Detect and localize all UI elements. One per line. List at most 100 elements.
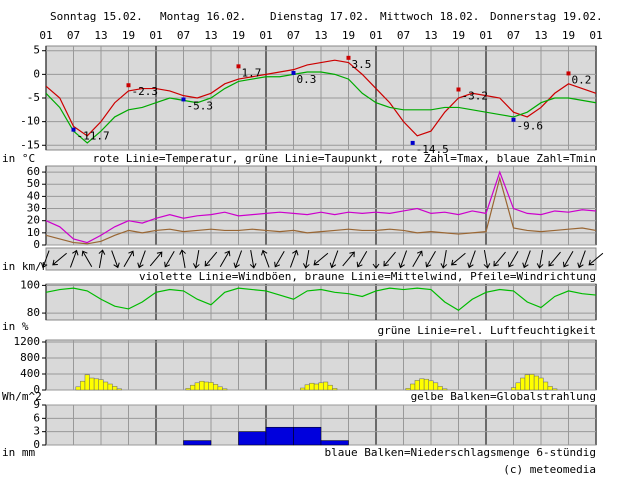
tmin-marker [71, 127, 76, 132]
tmin-marker [181, 97, 186, 102]
arrow-shape [313, 252, 329, 266]
x-tick-label: 19 [452, 29, 465, 42]
arrow-shape [260, 249, 270, 268]
wind-arrow [536, 250, 544, 269]
bar [194, 382, 200, 391]
arrow-shape [493, 251, 506, 267]
tmin-label: 0.3 [297, 73, 317, 86]
x-tick-label: 01 [369, 29, 382, 42]
wind-arrow [260, 249, 270, 268]
arrow-shape [450, 252, 466, 266]
y-tick-label: 50 [27, 177, 40, 190]
bar [199, 380, 205, 391]
bar [213, 384, 219, 391]
arrow-shape [383, 251, 396, 267]
wind-arrow [450, 252, 466, 266]
bar [313, 383, 319, 391]
bar [217, 386, 223, 391]
tmax-marker [346, 55, 351, 60]
bar [304, 384, 310, 391]
bar [414, 380, 420, 391]
wind-arrow [342, 251, 355, 267]
wind-arrow [507, 250, 519, 268]
y-tick-label: 0 [33, 67, 40, 80]
wind-arrow [98, 249, 106, 268]
arrow-shape [372, 250, 380, 269]
arrow-shape [562, 250, 574, 268]
bar [323, 381, 329, 391]
tmax-label: 1.7 [242, 66, 262, 79]
day-label: Donnerstag 19.02. [490, 10, 603, 23]
wind-arrow [149, 251, 163, 267]
bar [190, 384, 196, 391]
bar [84, 374, 90, 391]
x-tick-label: 01 [479, 29, 492, 42]
bar [185, 388, 191, 391]
arrow-shape [522, 250, 531, 269]
tmin-label: -14.5 [416, 143, 449, 156]
x-tick-label: 07 [507, 29, 520, 42]
wind-arrow [123, 250, 135, 268]
y-tick-label: 20 [27, 214, 40, 227]
unit-label: in °C [2, 152, 35, 165]
x-tick-label: 19 [342, 29, 355, 42]
x-tick-label: 19 [562, 29, 575, 42]
x-tick-label: 01 [149, 29, 162, 42]
wind-arrow [577, 250, 586, 269]
bar [332, 388, 338, 391]
data-line [45, 170, 597, 244]
y-tick-label: 80 [27, 306, 40, 319]
arrow-shape [289, 249, 299, 268]
arrow-shape [204, 251, 218, 267]
wind-arrow [483, 250, 491, 269]
data-line [45, 287, 597, 312]
unit-label: in % [2, 320, 29, 333]
arrow-shape [81, 250, 93, 268]
bar [107, 383, 113, 391]
bar [112, 386, 118, 391]
arrow-shape [233, 250, 243, 269]
bar [89, 377, 95, 391]
bar [98, 379, 104, 391]
tmin-label: -9.6 [517, 120, 544, 133]
y-tick-label: 400 [20, 367, 40, 380]
wind-arrow [356, 250, 368, 268]
bar [75, 386, 81, 391]
data-line [45, 71, 597, 144]
arrow-shape [588, 252, 604, 266]
y-tick-label: 10 [27, 226, 40, 239]
bar [433, 382, 439, 391]
day-label: Dienstag 17.02. [270, 10, 369, 23]
arrow-shape [137, 250, 146, 269]
y-tick-label: 9 [33, 398, 40, 411]
bar [423, 378, 429, 391]
wind-arrow [313, 252, 329, 266]
arrow-shape [219, 250, 231, 268]
arrow-shape [536, 250, 544, 269]
wind-arrow [522, 250, 531, 269]
bar [300, 387, 306, 391]
bar [320, 440, 349, 446]
bar [529, 374, 535, 391]
arrow-shape [342, 251, 355, 267]
tmin-label: -11.7 [77, 130, 110, 143]
wind-arrow [137, 250, 146, 269]
arrow-shape [123, 250, 135, 268]
wind-arrow [179, 249, 186, 268]
credit: (c) meteomedia [503, 463, 596, 476]
tmin-marker [291, 70, 296, 75]
wind-arrow [289, 249, 299, 268]
bar [203, 381, 209, 391]
wind-arrow [219, 250, 231, 268]
y-tick-label: 3 [33, 425, 40, 438]
x-tick-label: 07 [67, 29, 80, 42]
bar [327, 384, 333, 391]
arrow-shape [425, 250, 436, 268]
wind-arrow [440, 250, 448, 269]
bar [547, 386, 553, 391]
bar [552, 388, 558, 391]
bar [265, 426, 294, 446]
y-tick-label: 6 [33, 411, 40, 424]
wind-arrow [562, 250, 574, 268]
